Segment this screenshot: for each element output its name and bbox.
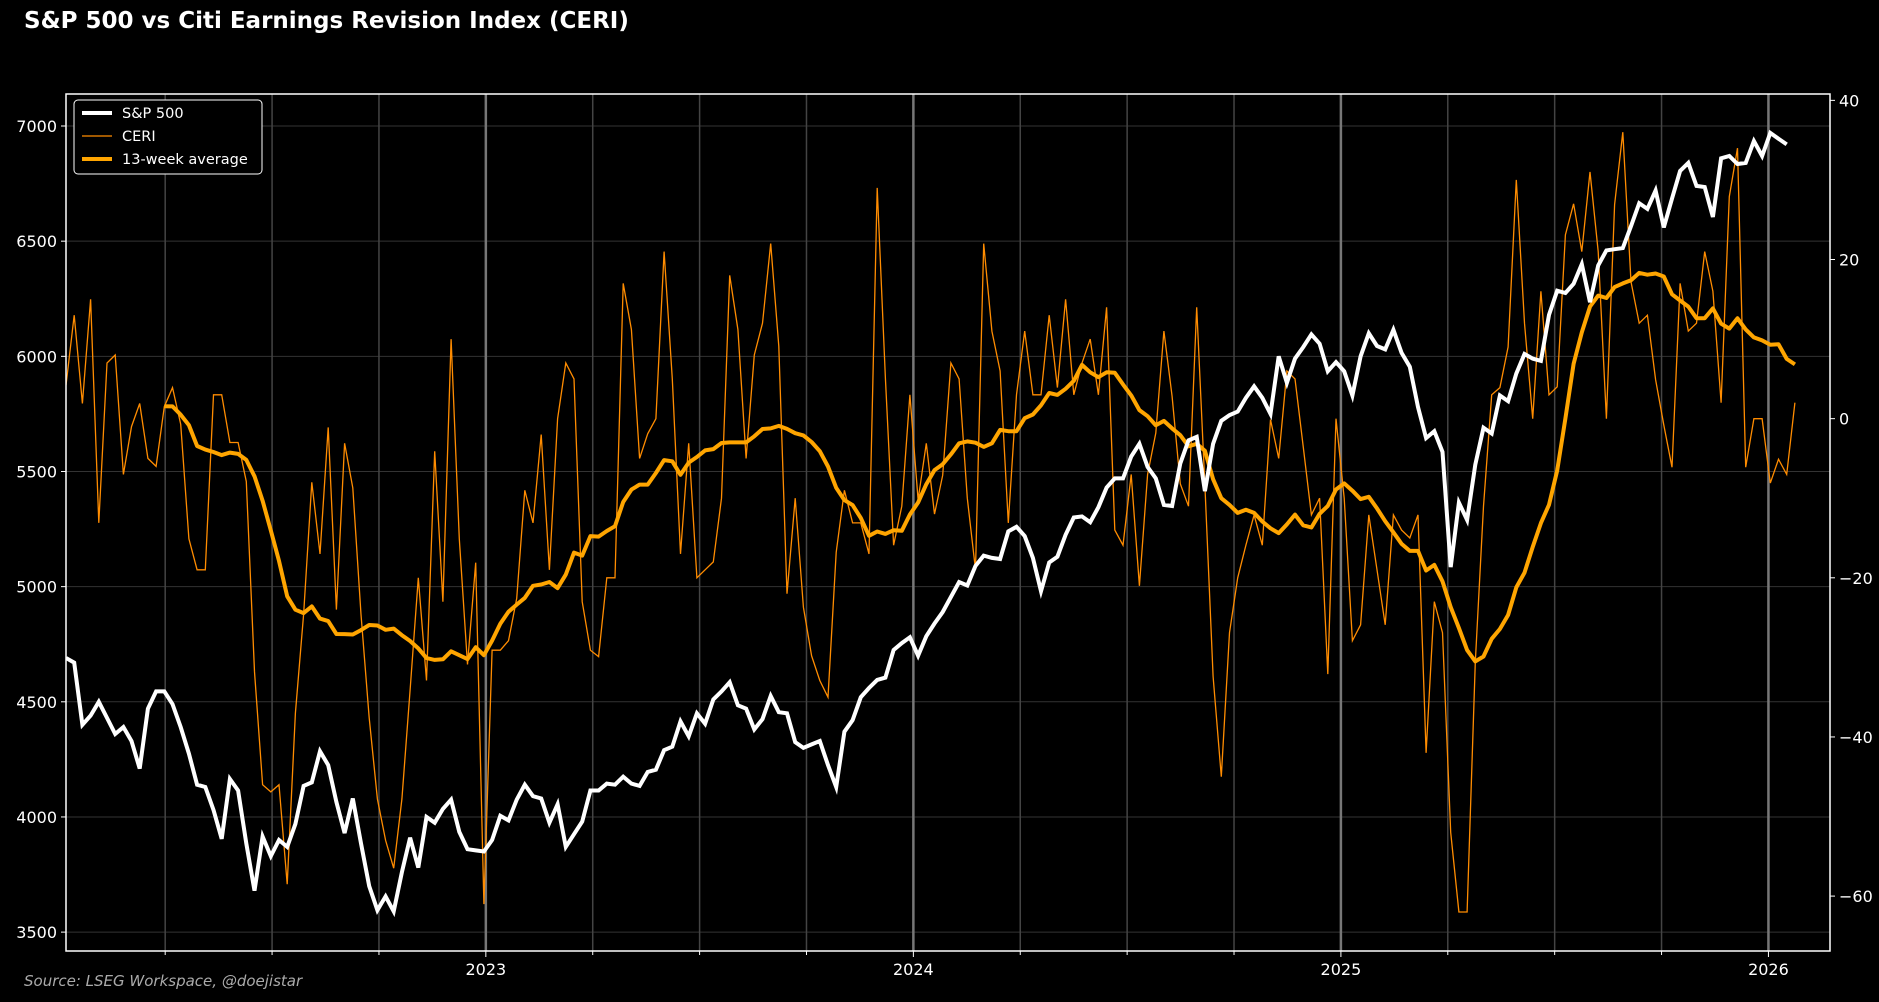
right-tick-label: 0 bbox=[1839, 410, 1849, 429]
right-tick-label: 40 bbox=[1839, 91, 1859, 110]
left-tick-label: 6500 bbox=[16, 232, 57, 251]
grid bbox=[66, 94, 1830, 951]
right-tick-label: −40 bbox=[1839, 728, 1873, 747]
legend-label-ceri: CERI bbox=[122, 129, 156, 145]
left-tick-label: 7000 bbox=[16, 117, 57, 136]
right-tick-label: −20 bbox=[1839, 569, 1873, 588]
chart-title: S&P 500 vs Citi Earnings Revision Index … bbox=[24, 8, 629, 34]
ceri-line bbox=[66, 132, 1796, 913]
x-tick-label: 2023 bbox=[465, 960, 506, 979]
left-tick-label: 4500 bbox=[16, 693, 57, 712]
x-tick-label: 2026 bbox=[1748, 960, 1789, 979]
legend-label-sp500: S&P 500 bbox=[122, 106, 184, 122]
legend: S&P 500 CERI 13-week average bbox=[73, 99, 263, 175]
x-tick-label: 2025 bbox=[1321, 960, 1362, 979]
sp500-line bbox=[66, 129, 1788, 918]
axes: 3500 4000 4500 5000 5500 6000 6500 7000 −60 −40 −2… bbox=[16, 91, 1872, 979]
left-tick-label: 6000 bbox=[16, 347, 57, 366]
x-tick-label: 2024 bbox=[893, 960, 934, 979]
right-tick-label: 20 bbox=[1839, 251, 1859, 270]
left-tick-label: 4000 bbox=[16, 808, 57, 827]
source-note: Source: LSEG Workspace, @doejistar bbox=[24, 972, 303, 990]
plot-frame bbox=[65, 93, 1831, 952]
right-tick-label: −60 bbox=[1839, 887, 1873, 906]
ceri-13-week-average-line bbox=[164, 270, 1797, 664]
left-tick-label: 5500 bbox=[16, 462, 57, 481]
left-tick-label: 5000 bbox=[16, 578, 57, 597]
left-tick-label: 3500 bbox=[16, 923, 57, 942]
series-layer bbox=[66, 129, 1797, 918]
legend-box bbox=[73, 99, 263, 175]
legend-label-avg: 13-week average bbox=[122, 152, 248, 168]
